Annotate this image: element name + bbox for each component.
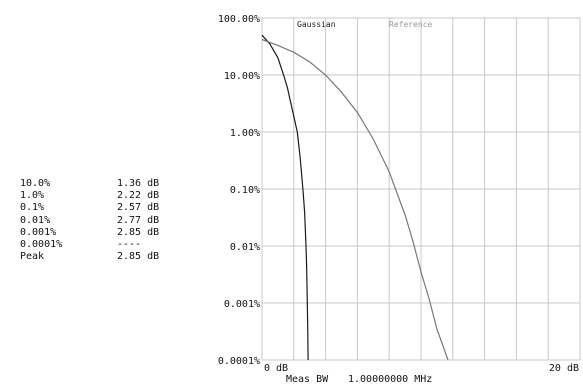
chart-grid	[261, 17, 581, 361]
stat-level: 0.01%	[20, 214, 51, 226]
stat-row: 0.01% 2.77 dB	[20, 215, 170, 227]
stat-level: Peak	[20, 251, 45, 263]
meas-bw-value: 1.00000000 MHz	[348, 374, 432, 385]
stat-level: 10.0%	[20, 178, 51, 189]
legend-reference: Reference	[389, 20, 433, 29]
meas-bw-label: Meas BW	[286, 374, 329, 385]
y-tick-label: 0.001%	[224, 299, 260, 310]
chart-series	[261, 34, 449, 361]
y-tick-label: 100.00%	[218, 14, 260, 25]
y-tick-label: 0.0001%	[218, 356, 260, 367]
y-tick-labels: 100.00% 10.00% 1.00% 0.10% 0.01% 0.001% 0.0001…	[218, 14, 260, 367]
stat-value: 1.36 dB	[117, 178, 160, 189]
x-tick-labels: 0 dB 20 dB	[264, 363, 579, 374]
stat-row: 0.0001% ----	[20, 239, 170, 251]
y-tick-label: 0.01%	[230, 242, 260, 253]
stat-value: ----	[117, 238, 142, 250]
stat-row: 0.001% 2.85 dB	[20, 227, 170, 239]
y-tick-label: 0.10%	[230, 185, 260, 196]
stat-level: 0.0001%	[20, 238, 63, 250]
ccdf-statistics-table: 10.0% 1.36 dB 1.0% 2.22 dB 0.1% 2.57 dB 0.01% 2…	[20, 178, 170, 263]
chart-legend: Gaussian Reference	[297, 20, 433, 29]
stat-row: 1.0% 2.22 dB	[20, 190, 170, 202]
x-tick-label-max: 20 dB	[549, 363, 579, 374]
stat-value: 2.57 dB	[117, 202, 160, 214]
stat-value: 2.85 dB	[117, 251, 160, 263]
stat-row: 0.1% 2.57 dB	[20, 202, 170, 214]
legend-gaussian: Gaussian	[297, 20, 336, 29]
stat-value: 2.77 dB	[117, 214, 160, 226]
x-tick-label-min: 0 dB	[264, 363, 288, 374]
stat-row: 10.0% 1.36 dB	[20, 178, 170, 190]
stat-level: 0.001%	[20, 226, 57, 238]
stat-value: 2.85 dB	[117, 226, 160, 238]
stat-row: Peak 2.85 dB	[20, 251, 170, 263]
y-tick-label: 10.00%	[224, 71, 260, 82]
stat-level: 1.0%	[20, 190, 45, 202]
y-tick-label: 1.00%	[230, 128, 260, 139]
stat-value: 2.22 dB	[117, 190, 160, 202]
series-line-gaussian	[261, 34, 309, 361]
series-line-reference	[261, 38, 449, 361]
stat-level: 0.1%	[20, 202, 45, 214]
